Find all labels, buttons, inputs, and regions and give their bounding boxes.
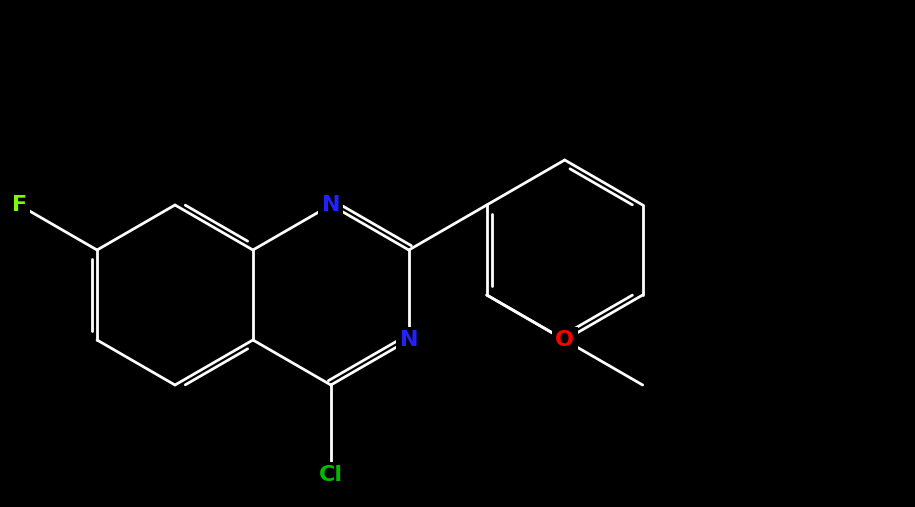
Text: Cl: Cl [319, 465, 343, 485]
Text: O: O [555, 330, 575, 350]
Text: N: N [322, 195, 340, 215]
Text: N: N [400, 330, 418, 350]
Text: F: F [12, 195, 27, 215]
